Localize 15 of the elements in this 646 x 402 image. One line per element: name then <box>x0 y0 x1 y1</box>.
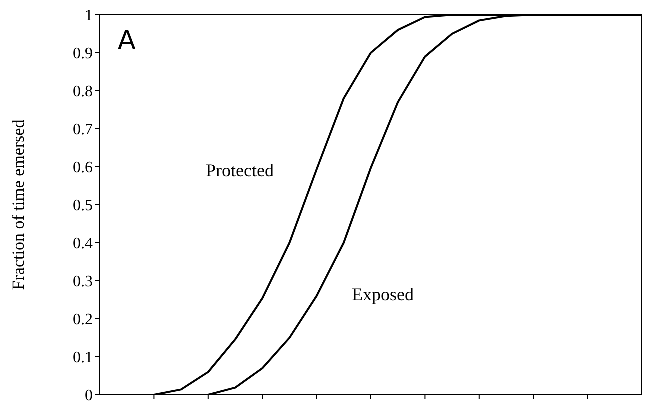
series-label: Exposed <box>352 284 414 306</box>
y-tick-label: 0.5 <box>73 198 93 215</box>
y-tick-label: 0.3 <box>73 274 93 291</box>
y-tick-label: 0.2 <box>73 312 93 329</box>
chart-title: A <box>118 26 136 56</box>
y-tick-label: 0 <box>85 388 93 402</box>
y-tick-label: 0.6 <box>73 160 93 177</box>
y-tick-label: 0.9 <box>73 46 93 63</box>
y-axis-title: Fraction of time emersed <box>9 119 28 290</box>
y-tick-label: 0.1 <box>73 350 93 367</box>
text: Protected <box>206 160 274 182</box>
y-tick-label: 1 <box>85 8 93 25</box>
y-tick-label: 0.7 <box>73 122 93 139</box>
y-tick-label: 0.8 <box>73 84 93 101</box>
y-tick-label: 0.4 <box>73 236 93 253</box>
